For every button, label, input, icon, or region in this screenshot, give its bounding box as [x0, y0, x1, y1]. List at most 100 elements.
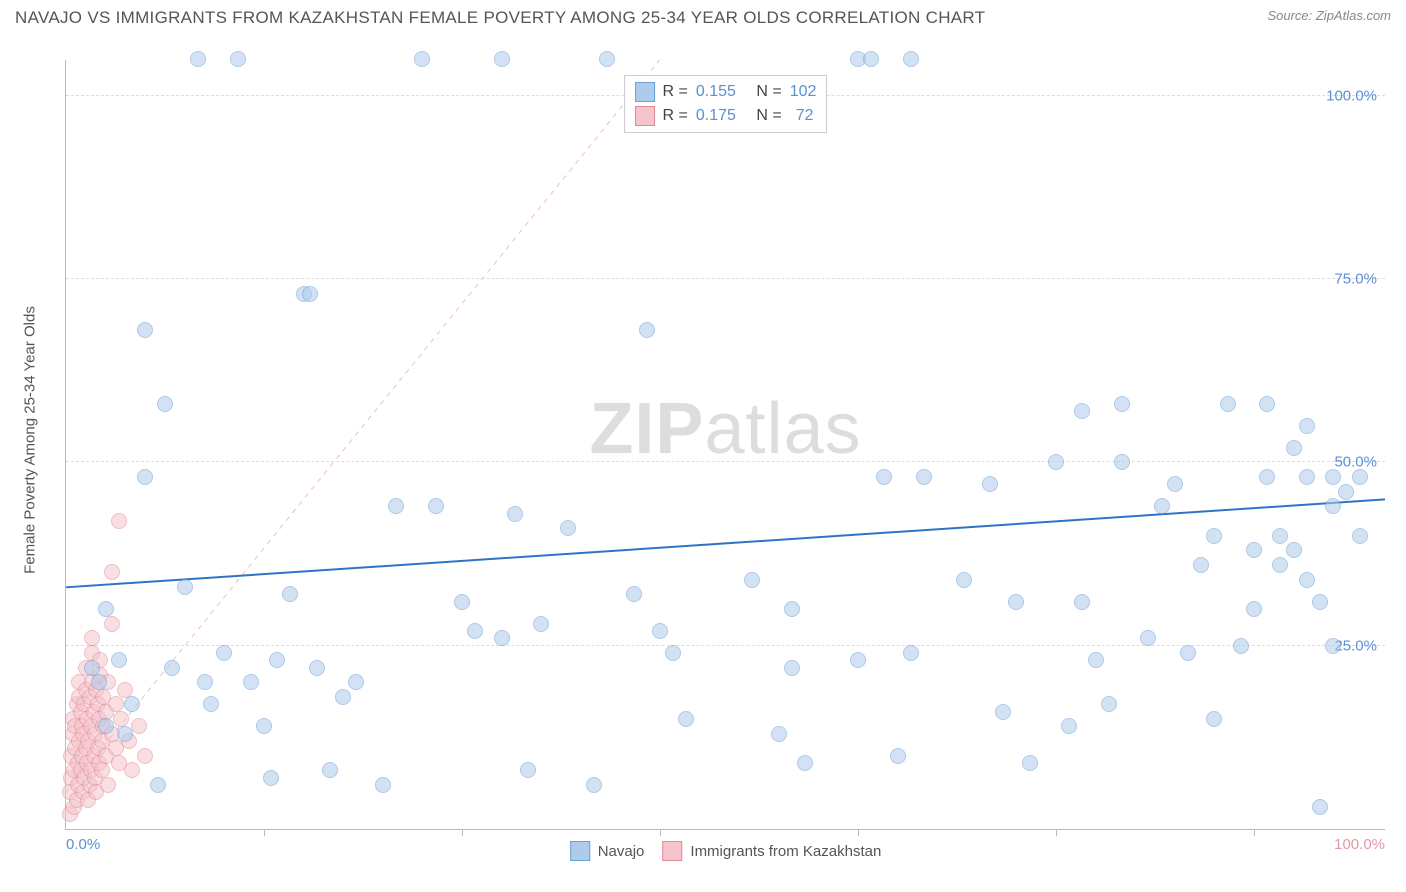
plot-area: ZIPatlas R = 0.155 N = 102 R = 0.175 N =…: [65, 60, 1385, 830]
legend-swatch-kazakhstan: [662, 841, 682, 861]
data-point: [1114, 454, 1130, 470]
stat-n-navajo: 102: [790, 80, 817, 104]
data-point: [309, 660, 325, 676]
data-point: [467, 623, 483, 639]
data-point: [956, 572, 972, 588]
data-point: [507, 506, 523, 522]
stat-r-label: R =: [663, 80, 688, 104]
data-point: [113, 711, 129, 727]
data-point: [797, 755, 813, 771]
data-point: [1312, 594, 1328, 610]
trend-lines-svg: [66, 60, 1385, 829]
data-point: [164, 660, 180, 676]
data-point: [982, 476, 998, 492]
data-point: [1325, 498, 1341, 514]
data-point: [388, 498, 404, 514]
data-point: [1299, 572, 1315, 588]
data-point: [1008, 594, 1024, 610]
data-point: [157, 396, 173, 412]
watermark-bold: ZIP: [589, 389, 704, 469]
data-point: [1022, 755, 1038, 771]
data-point: [243, 674, 259, 690]
data-point: [1259, 396, 1275, 412]
data-point: [335, 689, 351, 705]
data-point: [197, 674, 213, 690]
data-point: [916, 469, 932, 485]
data-point: [1352, 469, 1368, 485]
data-point: [1259, 469, 1275, 485]
data-point: [1233, 638, 1249, 654]
data-point: [1048, 454, 1064, 470]
data-point: [1074, 403, 1090, 419]
data-point: [91, 674, 107, 690]
data-point: [104, 616, 120, 632]
data-point: [84, 660, 100, 676]
data-point: [98, 601, 114, 617]
data-point: [784, 660, 800, 676]
chart-container: Female Poverty Among 25-34 Year Olds ZIP…: [55, 45, 1395, 835]
data-point: [117, 682, 133, 698]
legend-swatch-navajo: [570, 841, 590, 861]
data-point: [84, 630, 100, 646]
data-point: [269, 652, 285, 668]
data-point: [903, 51, 919, 67]
bottom-legend: Navajo Immigrants from Kazakhstan: [570, 841, 882, 861]
data-point: [263, 770, 279, 786]
data-point: [124, 696, 140, 712]
data-point: [94, 762, 110, 778]
data-point: [1180, 645, 1196, 661]
legend-item-navajo: Navajo: [570, 841, 645, 861]
data-point: [230, 51, 246, 67]
data-point: [494, 51, 510, 67]
data-point: [1286, 440, 1302, 456]
data-point: [995, 704, 1011, 720]
y-tick-label: 75.0%: [1334, 271, 1377, 288]
data-point: [560, 520, 576, 536]
y-tick-label: 100.0%: [1326, 87, 1377, 104]
data-point: [850, 652, 866, 668]
data-point: [1154, 498, 1170, 514]
data-point: [1325, 469, 1341, 485]
data-point: [150, 777, 166, 793]
stats-row-navajo: R = 0.155 N = 102: [635, 80, 817, 104]
data-point: [1352, 528, 1368, 544]
data-point: [137, 748, 153, 764]
data-point: [1246, 601, 1262, 617]
data-point: [1272, 557, 1288, 573]
swatch-kazakhstan: [635, 106, 655, 126]
data-point: [216, 645, 232, 661]
swatch-navajo: [635, 82, 655, 102]
data-point: [177, 579, 193, 595]
stat-r-navajo: 0.155: [696, 80, 736, 104]
data-point: [520, 762, 536, 778]
data-point: [599, 51, 615, 67]
data-point: [639, 322, 655, 338]
data-point: [117, 726, 133, 742]
data-point: [190, 51, 206, 67]
x-label-left: 0.0%: [66, 836, 100, 853]
data-point: [863, 51, 879, 67]
data-point: [111, 513, 127, 529]
data-point: [1114, 396, 1130, 412]
stat-r-kazakhstan: 0.175: [696, 104, 736, 128]
data-point: [1299, 418, 1315, 434]
watermark: ZIPatlas: [589, 388, 861, 470]
data-point: [137, 322, 153, 338]
stat-n-label: N =: [756, 80, 781, 104]
data-point: [1299, 469, 1315, 485]
y-axis-label: Female Poverty Among 25-34 Year Olds: [22, 306, 39, 574]
data-point: [348, 674, 364, 690]
watermark-light: atlas: [704, 389, 861, 469]
data-point: [1206, 711, 1222, 727]
data-point: [98, 718, 114, 734]
data-point: [876, 469, 892, 485]
x-label-right: 100.0%: [1334, 836, 1385, 853]
data-point: [903, 645, 919, 661]
source-attribution: Source: ZipAtlas.com: [1267, 8, 1391, 23]
data-point: [104, 564, 120, 580]
data-point: [494, 630, 510, 646]
data-point: [322, 762, 338, 778]
data-point: [1246, 542, 1262, 558]
data-point: [744, 572, 760, 588]
data-point: [1325, 638, 1341, 654]
